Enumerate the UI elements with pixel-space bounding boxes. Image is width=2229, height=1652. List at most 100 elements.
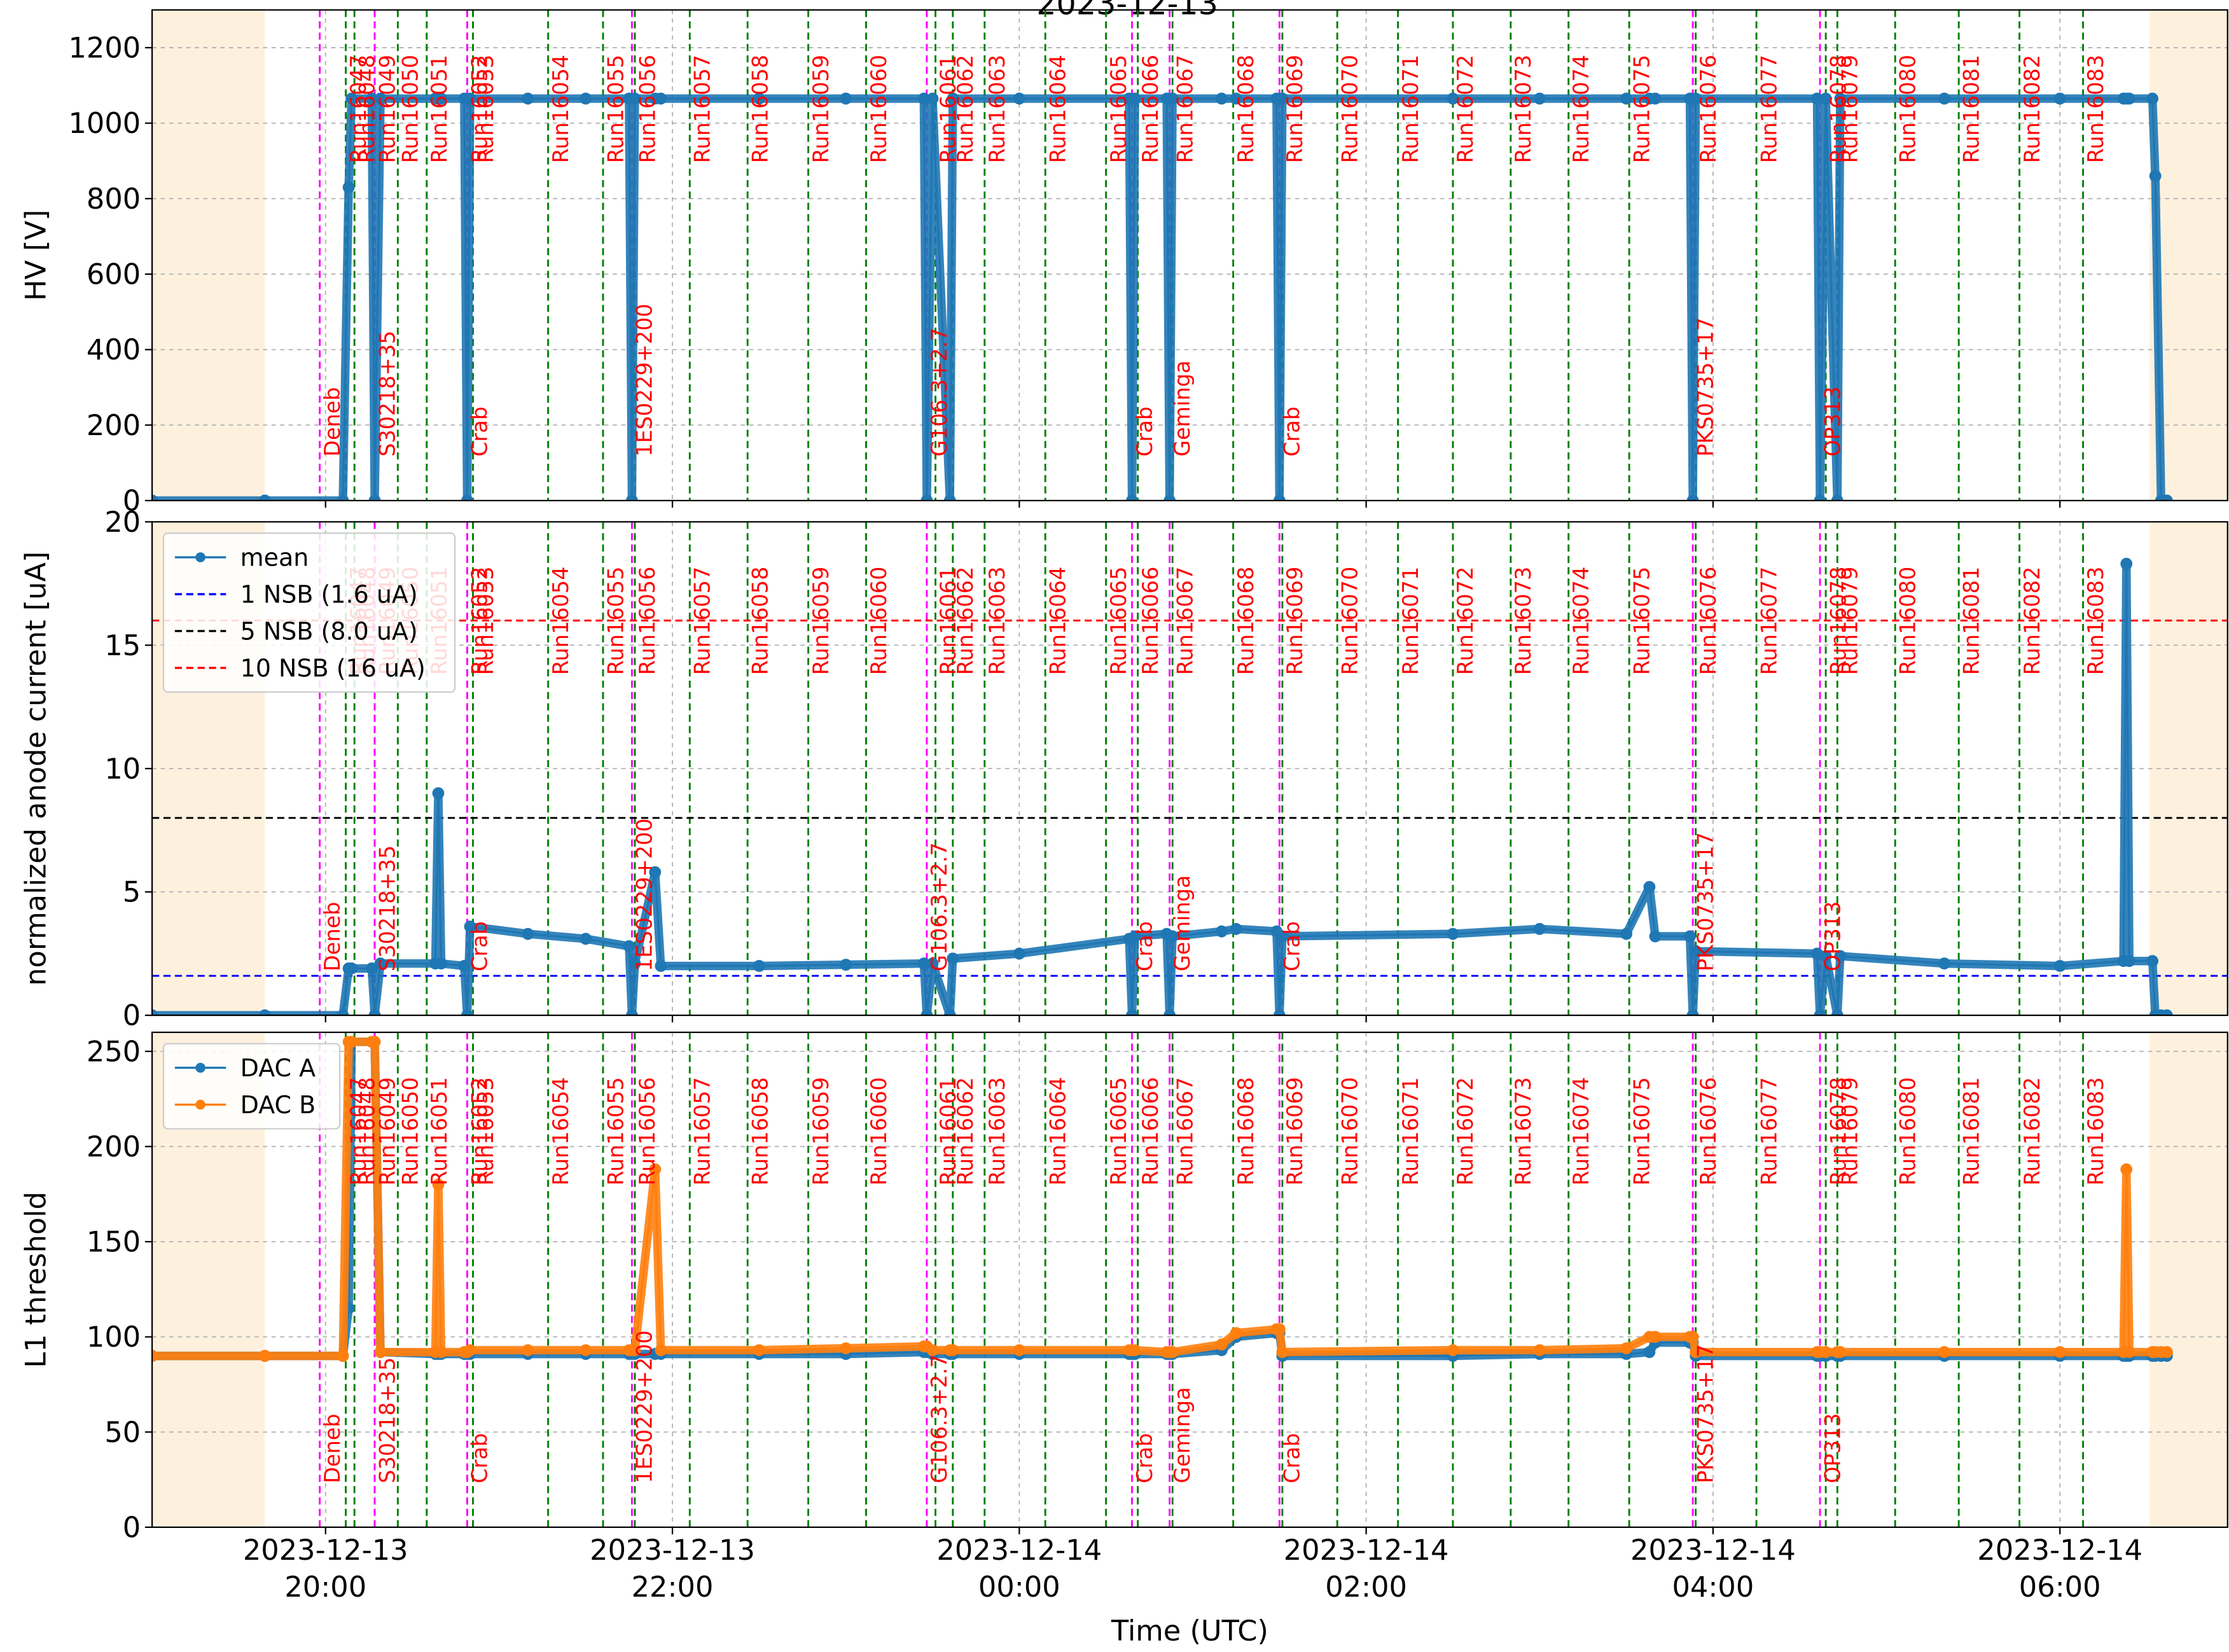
- y-tick-label: 100: [87, 1321, 141, 1354]
- run-label: Run16047: [346, 1077, 371, 1185]
- source-label: 1ES0229+200: [632, 303, 657, 456]
- run-label: Run16075: [1629, 1077, 1654, 1185]
- run-label: Run16083: [2083, 1077, 2108, 1185]
- run-label: Run16081: [1959, 55, 1983, 163]
- run-label: Run16059: [809, 1077, 833, 1185]
- run-label: Run16062: [953, 55, 978, 163]
- run-label: Run16079: [1838, 55, 1863, 163]
- run-label: Run16079: [1838, 1077, 1863, 1185]
- run-label: Run16074: [1569, 1077, 1594, 1185]
- source-label: Crab: [1132, 1433, 1157, 1483]
- y-tick-label: 0: [123, 999, 141, 1032]
- run-label: Run16069: [1282, 1077, 1307, 1185]
- x-tick-label: 2023-12-14 04:00: [1630, 1532, 1796, 1604]
- run-label: Run16051: [427, 1077, 452, 1185]
- run-label: Run16052: [468, 567, 492, 675]
- run-label: Run16066: [1138, 55, 1163, 163]
- source-label: G106.3+2.7: [927, 328, 952, 457]
- run-label: Run16054: [548, 55, 573, 163]
- run-label: Run16050: [398, 55, 423, 163]
- run-label: Run16069: [1282, 55, 1307, 163]
- run-label: Run16075: [1629, 567, 1654, 675]
- run-label: Run16058: [747, 567, 772, 675]
- run-label: Run16055: [603, 567, 628, 675]
- y-tick-label: 600: [87, 258, 141, 291]
- x-tick-label-box: 2023-12-14 02:00: [1283, 1532, 1449, 1604]
- run-label: Run16056: [635, 567, 660, 675]
- run-label: Run16075: [1629, 55, 1654, 163]
- run-label: Run16073: [1511, 55, 1536, 163]
- x-tick-label: 2023-12-14 00:00: [936, 1532, 1102, 1604]
- run-label: Run16053: [473, 567, 498, 675]
- x-tick-label: 2023-12-13 22:00: [590, 1532, 755, 1604]
- run-label: Run16059: [809, 567, 833, 675]
- run-label: Run16070: [1337, 55, 1362, 163]
- x-tick-label-box: 2023-12-14 00:00: [936, 1532, 1102, 1604]
- run-label: Run16055: [603, 55, 628, 163]
- run-label: Run16056: [635, 1077, 660, 1185]
- run-label: Run16063: [985, 567, 1010, 675]
- source-label: Geminga: [1170, 1387, 1195, 1483]
- run-label: Run16066: [1138, 567, 1163, 675]
- run-label: Run16079: [1838, 567, 1863, 675]
- x-tick-label-box: 2023-12-13 22:00: [590, 1532, 755, 1604]
- run-label: Run16054: [548, 1077, 573, 1185]
- y-tick-label: 800: [87, 183, 141, 216]
- run-label: Run16048: [354, 55, 379, 163]
- x-tick-label-box: 2023-12-13 20:00: [242, 1532, 408, 1604]
- source-label: PKS0735+17: [1693, 1344, 1718, 1483]
- panel: Run16047Run16048Run16049Run16050Run16051…: [152, 522, 2228, 1016]
- x-tick-label: 2023-12-14 02:00: [1283, 1532, 1449, 1604]
- run-label: Run16065: [1106, 567, 1131, 675]
- y-tick-label: 10: [104, 753, 141, 786]
- run-label: Run16078: [1826, 55, 1851, 163]
- source-label: Crab: [468, 406, 492, 457]
- y-tick-label: 1200: [69, 32, 141, 65]
- y-tick-label: 20: [104, 506, 141, 539]
- run-label: Run16068: [1233, 55, 1258, 163]
- run-label: Run16062: [953, 1077, 978, 1185]
- panel-frame: [151, 1031, 2228, 1528]
- run-label: Run16070: [1337, 567, 1362, 675]
- run-label: Run16057: [690, 567, 715, 675]
- source-label: OP313: [1820, 901, 1845, 971]
- run-label: Run16072: [1453, 567, 1478, 675]
- y-tick-label: 1000: [69, 107, 141, 140]
- y-tick-label: 200: [87, 1130, 141, 1163]
- run-label: Run16049: [375, 1077, 399, 1185]
- run-label: Run16076: [1696, 1077, 1721, 1185]
- legend-box: [162, 1043, 341, 1130]
- run-label: Run16061: [936, 1077, 961, 1185]
- series-band: [152, 94, 2167, 501]
- source-label: 1ES0229+200: [632, 1330, 657, 1483]
- run-label: Run16076: [1696, 55, 1721, 163]
- run-label: Run16061: [936, 55, 961, 163]
- run-label: Run16059: [809, 55, 833, 163]
- run-label: Run16067: [1172, 1077, 1197, 1185]
- run-label: Run16062: [953, 567, 978, 675]
- run-label: Run16071: [1398, 567, 1423, 675]
- run-label: Run16053: [473, 1077, 498, 1185]
- run-label: Run16077: [1756, 55, 1781, 163]
- run-label: Run16061: [936, 567, 961, 675]
- x-tick-label: 2023-12-13 20:00: [242, 1532, 408, 1604]
- legend-box: [162, 532, 456, 693]
- run-label: Run16065: [1106, 55, 1131, 163]
- run-label: Run16074: [1569, 55, 1594, 163]
- x-axis-label: Time (UTC): [1111, 1614, 1268, 1648]
- y-tick-label: 5: [123, 876, 141, 909]
- run-label: Run16055: [603, 1077, 628, 1185]
- y-tick-label: 250: [87, 1035, 141, 1068]
- source-label: OP313: [1820, 1413, 1845, 1483]
- source-label: G106.3+2.7: [927, 1354, 952, 1483]
- y-tick-label: 400: [87, 333, 141, 366]
- run-label: Run16064: [1045, 1077, 1070, 1185]
- run-label: Run16057: [690, 55, 715, 163]
- source-label: Crab: [468, 921, 492, 971]
- x-tick-label-box: 2023-12-14 04:00: [1630, 1532, 1796, 1604]
- x-tick-label: 2023-12-14 06:00: [1977, 1532, 2143, 1604]
- run-label: Run16080: [1895, 1077, 1920, 1185]
- source-label: Deneb: [320, 1413, 345, 1483]
